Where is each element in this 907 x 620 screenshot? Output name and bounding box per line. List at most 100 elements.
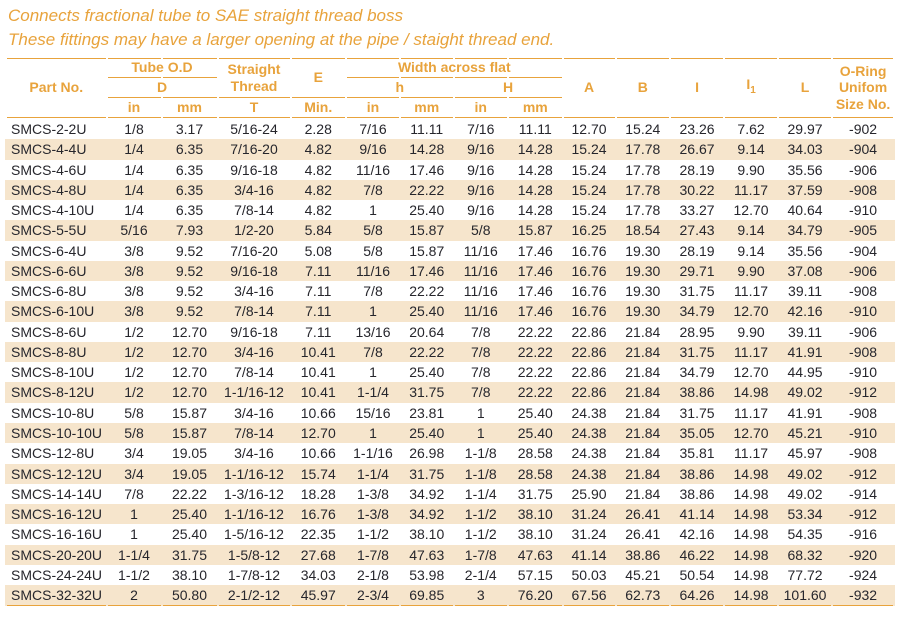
table-row: SMCS-2-2U 1/8 3.17 5/16-24 2.28 7/16 11.11 7/16… <box>7 118 893 139</box>
table-row: SMCS-8-8U 1/2 12.70 3/4-16 10.41 7/8 22.22 7/8 2… <box>7 341 894 363</box>
table-cell: 12.70 <box>171 323 208 340</box>
table-cell: 6.35 <box>162 139 217 160</box>
table-cell: 17.46 <box>517 242 553 259</box>
table-cell: 7.11 <box>305 283 332 300</box>
table-cell: 37.08 <box>779 260 832 282</box>
part-no-cell: SMCS-32-32U <box>7 585 106 607</box>
table-row: SMCS-32-32U 2 50.80 2-1/2-12 45.97 2-3/4 69.85… <box>7 585 894 607</box>
table-cell: 26.67 <box>671 139 724 160</box>
table-cell: 5/8 <box>107 423 161 444</box>
table-cell: 47.63 <box>509 544 562 565</box>
table-cell: 64.26 <box>671 585 724 607</box>
part-no-cell: SMCS-14-14U <box>11 485 103 502</box>
table-cell: 12.70 <box>725 423 778 444</box>
table-cell: 31.75 <box>162 544 217 565</box>
table-cell: 10.41 <box>300 364 336 381</box>
table-cell: 25.40 <box>409 202 445 219</box>
table-cell: -910 <box>833 301 894 322</box>
table-cell: 17.46 <box>409 161 445 178</box>
table-cell: 28.58 <box>517 445 553 462</box>
table-cell: 7/8 <box>363 283 383 300</box>
table-cell: 9/16-18 <box>230 161 278 178</box>
col-header-h-in: in <box>347 98 399 118</box>
table-cell: 76.20 <box>509 585 562 607</box>
col-header-h-upper: H <box>454 78 562 98</box>
table-cell: 7/8 <box>454 382 507 403</box>
rule-gap-tick <box>399 96 401 99</box>
part-no-cell: SMCS-4-4U <box>7 139 106 160</box>
table-cell: 5.08 <box>304 242 332 259</box>
table-cell: 1-5/16-12 <box>224 526 284 543</box>
table-cell: 9/16-18 <box>218 260 290 282</box>
table-row: SMCS-14-14U 7/8 22.22 1-3/16-12 18.28 1-3/8 34… <box>7 484 893 504</box>
table-cell: 5/8 <box>363 242 383 259</box>
table-cell: 24.38 <box>571 404 607 421</box>
table-cell: 7/8 <box>347 341 399 363</box>
table-cell: -910 <box>849 202 878 219</box>
col-header-d-in: in <box>107 98 161 118</box>
table-cell: 22.35 <box>300 526 336 543</box>
table-cell: 5/16-24 <box>230 120 278 137</box>
table-cell: 11/16 <box>454 301 507 322</box>
table-cell: 1-1/16-12 <box>218 463 290 484</box>
table-cell: 12.70 <box>733 364 769 381</box>
table-cell: 50.54 <box>679 566 715 583</box>
table-cell: 11.17 <box>734 445 769 462</box>
table-cell: 11.11 <box>518 120 552 137</box>
table-row: SMCS-4-10U 1/4 6.35 7/8-14 4.82 1 25.40 9/16 14.… <box>7 200 893 220</box>
table-cell: 7.11 <box>305 323 332 340</box>
table-cell: 15.74 <box>291 463 345 484</box>
table-cell: 7/8-14 <box>218 301 290 322</box>
table-cell: 7/16-20 <box>230 242 278 259</box>
col-header-h-lower: h <box>347 78 453 98</box>
part-no-cell: SMCS-2-2U <box>11 120 87 137</box>
table-cell: 1 <box>369 202 377 219</box>
table-cell: 11/16 <box>463 242 498 259</box>
table-cell: 7/16 <box>359 120 387 137</box>
table-cell: 42.16 <box>679 526 715 543</box>
table-cell: 3/8 <box>124 283 144 300</box>
table-cell: 3/4-16 <box>234 445 274 462</box>
table-cell: 40.64 <box>787 202 823 219</box>
table-cell: 14.98 <box>733 566 769 583</box>
table-cell: 1/2 <box>124 364 144 381</box>
part-no-cell: SMCS-24-24U <box>11 566 103 583</box>
table-row: SMCS-6-8U 3/8 9.52 3/4-16 7.11 7/8 22.22 11/16 1… <box>7 281 893 301</box>
table-cell: 1 <box>454 423 507 444</box>
table-cell: 3/4-16 <box>234 283 274 300</box>
rule-gap-tick <box>399 76 401 79</box>
col-header-tube-od: Tube O.D <box>107 57 217 78</box>
table-cell: 5/8 <box>124 404 144 421</box>
table-cell: 62.73 <box>616 585 670 607</box>
table-cell: 7/16-20 <box>218 139 290 160</box>
table-row: SMCS-4-8U 1/4 6.35 3/4-16 4.82 7/8 22.22 9/16 14… <box>7 179 894 201</box>
table-cell: 49.02 <box>787 485 823 502</box>
table-cell: 37.59 <box>779 179 832 201</box>
table-cell: 1-1/8 <box>454 463 507 484</box>
part-no-cell: SMCS-6-4U <box>11 242 87 259</box>
table-cell: 30.22 <box>671 179 724 201</box>
part-no-cell: SMCS-8-10U <box>11 364 95 381</box>
table-cell: -914 <box>849 485 878 502</box>
part-no-cell: SMCS-6-10U <box>7 301 106 322</box>
table-cell: -908 <box>849 404 878 421</box>
table-cell: 25.40 <box>401 301 453 322</box>
table-cell: 23.81 <box>409 404 445 421</box>
table-cell: 11.17 <box>734 283 769 300</box>
table-cell: 1/2 <box>124 323 144 340</box>
table-cell: 7/8 <box>471 364 491 381</box>
table-cell: 41.14 <box>671 504 724 525</box>
table-cell: 15.24 <box>571 202 607 219</box>
table-cell: 25.40 <box>409 364 445 381</box>
fittings-spec-table: Part No. Tube O.D Straight Thread E Widt… <box>5 57 895 607</box>
table-cell: 17.78 <box>616 179 670 201</box>
table-cell: 15.87 <box>162 423 217 444</box>
part-no-cell: SMCS-6-8U <box>11 283 87 300</box>
table-cell: 9.52 <box>175 283 204 300</box>
table-cell: 3.17 <box>175 120 204 137</box>
part-no-cell: SMCS-12-12U <box>7 463 106 484</box>
table-cell: 21.84 <box>625 364 661 381</box>
table-cell: 39.11 <box>788 323 823 340</box>
table-cell: 11.17 <box>725 341 778 363</box>
table-row: SMCS-6-4U 3/8 9.52 7/16-20 5.08 5/8 15.87 11/16… <box>7 241 893 261</box>
